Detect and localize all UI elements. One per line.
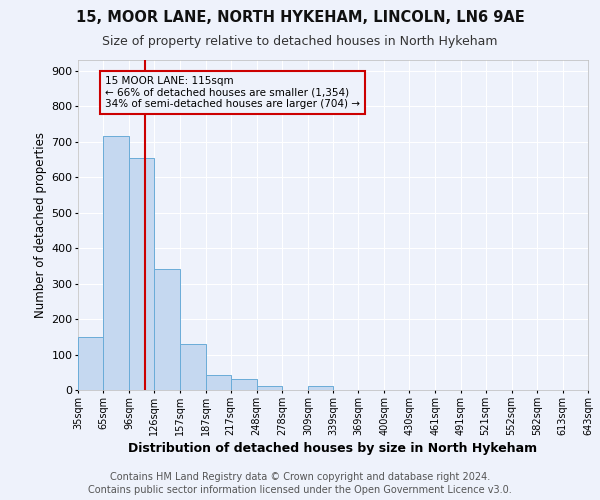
Text: Size of property relative to detached houses in North Hykeham: Size of property relative to detached ho… [102, 35, 498, 48]
Y-axis label: Number of detached properties: Number of detached properties [34, 132, 47, 318]
X-axis label: Distribution of detached houses by size in North Hykeham: Distribution of detached houses by size … [128, 442, 538, 455]
Bar [308, 386, 333, 390]
Bar [103, 136, 129, 390]
Text: Contains HM Land Registry data © Crown copyright and database right 2024.: Contains HM Land Registry data © Crown c… [110, 472, 490, 482]
Bar [154, 270, 181, 390]
Text: 15 MOOR LANE: 115sqm
← 66% of detached houses are smaller (1,354)
34% of semi-de: 15 MOOR LANE: 115sqm ← 66% of detached h… [105, 76, 360, 109]
Bar [78, 337, 103, 390]
Bar [257, 386, 282, 390]
Text: 15, MOOR LANE, NORTH HYKEHAM, LINCOLN, LN6 9AE: 15, MOOR LANE, NORTH HYKEHAM, LINCOLN, L… [76, 10, 524, 25]
Bar [181, 344, 205, 390]
Bar [205, 374, 230, 390]
Bar [129, 158, 154, 390]
Text: Contains public sector information licensed under the Open Government Licence v3: Contains public sector information licen… [88, 485, 512, 495]
Bar [230, 380, 257, 390]
